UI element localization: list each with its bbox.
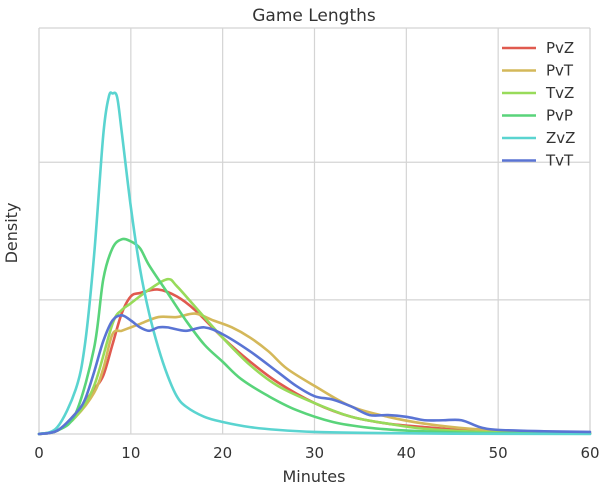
x-tick-label: 0 — [34, 444, 44, 462]
legend: PvZ PvT TvZ PvP ZvZ TvT — [502, 39, 575, 170]
x-tick-labels: 0 10 20 30 40 50 60 — [34, 444, 599, 462]
x-axis-label: Minutes — [283, 467, 346, 486]
legend-label-pvt: PvT — [546, 62, 574, 80]
x-tick-label: 40 — [397, 444, 416, 462]
x-tick-label: 50 — [489, 444, 508, 462]
series-line-tvt — [37, 314, 592, 436]
chart-title: Game Lengths — [252, 6, 376, 26]
legend-label-tvt: TvT — [545, 152, 574, 170]
series-line-zvz — [37, 91, 592, 436]
x-tick-label: 60 — [580, 444, 599, 462]
series-lines — [37, 91, 592, 436]
x-tick-label: 30 — [305, 444, 324, 462]
series-line-tvz — [37, 277, 592, 436]
x-tick-label: 10 — [121, 444, 140, 462]
legend-label-tvz: TvZ — [545, 84, 574, 102]
y-axis-label: Density — [2, 203, 21, 264]
series-line-pvt — [37, 312, 592, 436]
legend-label-pvz: PvZ — [546, 39, 574, 57]
legend-label-pvp: PvP — [546, 107, 573, 125]
legend-label-zvz: ZvZ — [546, 129, 575, 147]
series-line-pvp — [37, 237, 592, 436]
grid — [38, 28, 591, 434]
x-tick-label: 20 — [213, 444, 232, 462]
